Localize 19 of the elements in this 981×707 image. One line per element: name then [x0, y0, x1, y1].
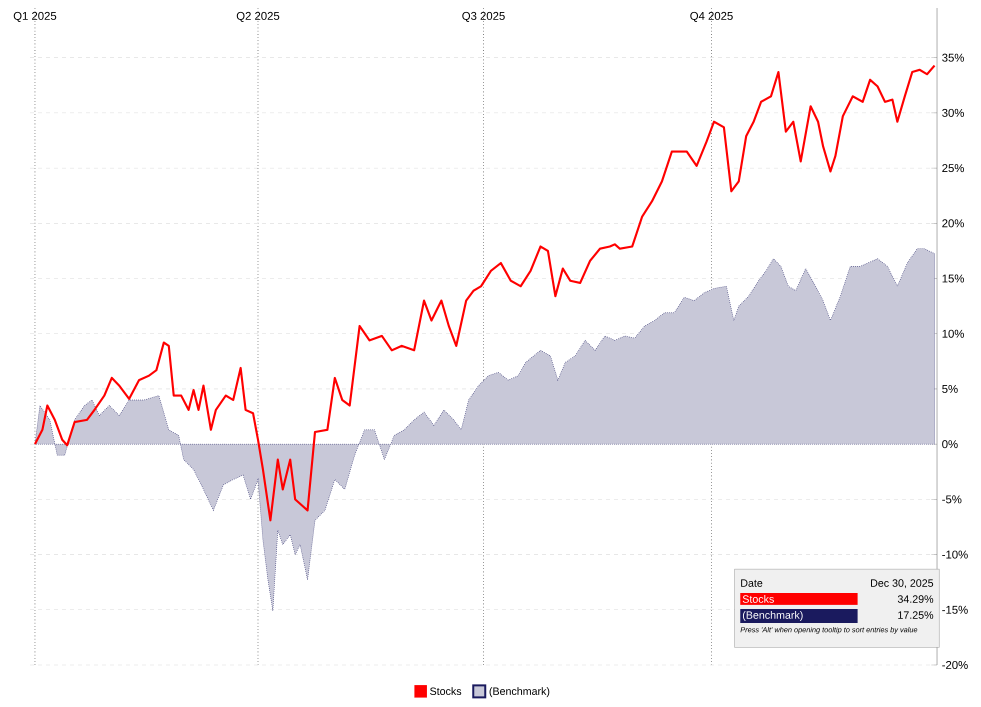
y-tick-label: 10%: [942, 330, 964, 338]
y-tick-label: 20%: [942, 219, 964, 228]
legend-label: Stocks: [430, 687, 462, 695]
y-tick-label: 15%: [942, 274, 964, 283]
y-tick-label: -5%: [942, 495, 962, 504]
x-tick-label: Q2 2025: [236, 12, 280, 22]
y-tick-label: -20%: [942, 660, 968, 670]
x-tick-label: Q4 2025: [690, 12, 733, 22]
y-tick-label: 35%: [942, 54, 964, 62]
y-tick-label: -10%: [942, 550, 968, 559]
line-series: [34, 64, 936, 522]
y-tick-label: 25%: [942, 164, 964, 172]
y-tick-label: -15%: [942, 606, 968, 614]
y-tick-label: 5%: [942, 384, 958, 393]
y-tick-label: 30%: [942, 108, 964, 117]
y-tick-label: 0%: [942, 440, 958, 448]
x-tick-label: Q1 2025: [14, 12, 56, 22]
x-tick-label: Q3 2025: [462, 12, 505, 22]
legend-label: (Benchmark): [490, 687, 550, 698]
